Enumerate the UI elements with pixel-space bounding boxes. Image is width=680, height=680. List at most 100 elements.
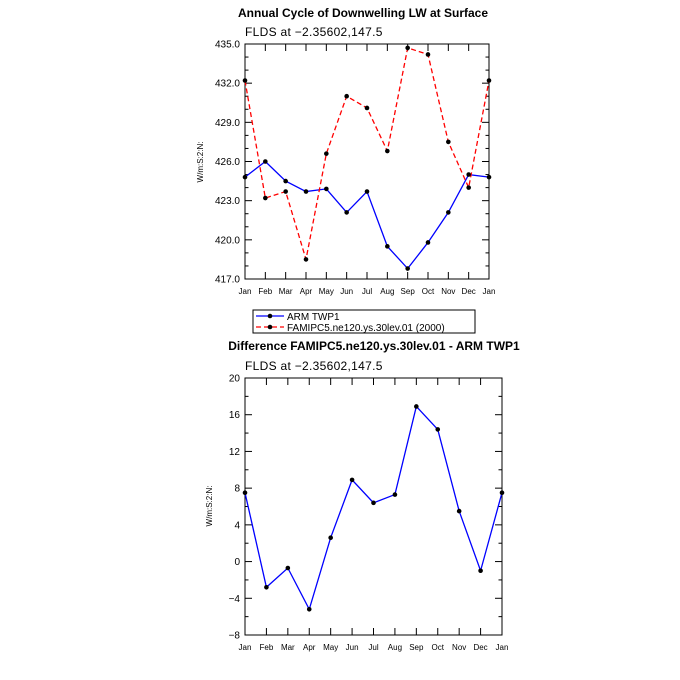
chart-top-series-point-0	[303, 189, 309, 194]
chart-top-ytick-label: 432.0	[215, 79, 240, 90]
chart-bottom-series-point-0	[499, 490, 505, 496]
legend-label-arm: ARM TWP1	[287, 312, 340, 323]
chart-bottom-series-point-0	[285, 565, 291, 571]
chart-bottom-xtick-label: Jul	[368, 643, 378, 652]
chart-top-series-point-1	[242, 78, 248, 83]
chart-top-title: Annual Cycle of Downwelling LW at Surfac…	[238, 6, 488, 20]
chart-bottom-xtick-label: Oct	[432, 643, 445, 652]
chart-top-xtick-label: Jul	[362, 287, 372, 296]
chart-bottom-series-line-0	[244, 405, 503, 612]
chart-top-xtick-label: Aug	[380, 287, 394, 296]
chart-bottom-series-point-0	[264, 584, 269, 590]
chart-bottom-marks	[242, 404, 505, 612]
chart-bottom-series-point-0	[242, 490, 248, 496]
chart-top-ytick-label: 423.0	[215, 196, 240, 207]
chart-top-series-point-1	[446, 139, 451, 145]
chart-top-series-point-1	[324, 151, 329, 156]
chart-top-xtick-label: Nov	[441, 287, 455, 296]
chart-top-xtick-label: Mar	[279, 287, 293, 296]
chart-bottom-ytick-label: 16	[229, 410, 241, 421]
chart-bottom-xtick-label: Apr	[303, 643, 316, 652]
chart-top-series-point-1	[425, 52, 431, 57]
chart-bottom-ytick-label: 12	[229, 447, 241, 458]
chart-top-xtick-label: Jan	[483, 287, 496, 296]
chart-bottom-series-point-0	[392, 492, 398, 497]
chart-top-xtick-label: Dec	[462, 287, 476, 296]
chart-top-series-point-0	[446, 210, 451, 215]
chart-bottom-xtick-label: Jun	[346, 643, 359, 652]
chart-bottom-series-point-0	[435, 427, 441, 432]
legend-marker-famip	[267, 324, 273, 330]
chart-top-series-point-0	[405, 266, 410, 271]
chart-top-ytick-label: 417.0	[215, 275, 240, 286]
chart-top-ytick-label: 435.0	[215, 40, 240, 51]
chart-bottom-ytick-label: −4	[229, 594, 241, 605]
chart-top-series-point-1	[283, 189, 288, 194]
chart-top-series-point-1	[405, 45, 410, 51]
chart-top-xtick-label: Jun	[340, 287, 353, 296]
chart-bottom-xtick-label: Jan	[239, 643, 252, 652]
chart-top-xtick-label: Feb	[258, 287, 272, 296]
chart-top-series-point-1	[263, 195, 268, 201]
chart-bottom-title: Difference FAMIPC5.ne120.ys.30lev.01 - A…	[228, 339, 520, 353]
chart-top-marks	[242, 45, 492, 271]
chart-bottom-axes: Jan Feb Mar Apr May Jun Jul Aug Sep Oct Nov Dec Jan−…	[229, 374, 509, 653]
chart-top-series-point-0	[425, 240, 431, 245]
chart-top-series-point-1	[486, 78, 492, 83]
chart-bottom-subtitle: FLDS at −2.35602,147.5	[245, 359, 383, 373]
chart-bottom-xtick-label: May	[323, 643, 338, 652]
chart-top-frame	[244, 43, 490, 280]
chart-bottom-ytick-label: 20	[229, 374, 241, 385]
chart-top-ylabel: W/m:S:2:N:	[196, 142, 205, 183]
chart-top-subtitle: FLDS at −2.35602,147.5	[245, 25, 383, 39]
chart-top-series-point-0	[364, 189, 370, 194]
chart-bottom-ylabel: W/m:S:2:N:	[205, 486, 214, 527]
chart-top-axes: Jan Feb Mar Apr May Jun Jul Aug Sep Oct Nov Dec Jan4…	[215, 40, 495, 297]
chart-top-series-point-0	[263, 159, 268, 164]
chart-bottom-xtick-label: Dec	[473, 643, 487, 652]
chart-top-xtick-label: Sep	[401, 287, 416, 296]
chart-top-series-point-0	[486, 174, 492, 180]
chart-top-series-point-0	[283, 178, 288, 184]
chart-bottom-series-point-0	[478, 568, 483, 574]
chart-top-series-point-1	[466, 185, 471, 190]
chart-bottom-series-point-0	[371, 500, 376, 506]
chart-top-series-line-0	[244, 160, 490, 270]
chart-top-series-point-1	[364, 105, 370, 111]
chart-top-ytick-label: 429.0	[215, 118, 240, 129]
chart-bottom-ytick-label: −8	[229, 631, 241, 642]
chart-bottom-series-point-0	[328, 535, 333, 541]
chart-top-series-point-1	[303, 257, 309, 262]
chart-bottom-xtick-label: Feb	[260, 643, 274, 652]
chart-bottom: Difference FAMIPC5.ne120.ys.30lev.01 - A…	[205, 339, 520, 652]
chart-bottom-ytick-label: 0	[234, 557, 240, 568]
chart-bottom-xtick-label: Mar	[281, 643, 295, 652]
chart-top-series-point-1	[385, 148, 390, 154]
chart-bottom-series-point-0	[306, 607, 312, 612]
chart-top-series-point-0	[324, 186, 329, 192]
chart-top-ytick-label: 420.0	[215, 235, 240, 246]
chart-bottom-series-point-0	[349, 477, 355, 483]
chart-top-ytick-label: 426.0	[215, 157, 240, 168]
chart-bottom-ytick-label: 4	[234, 520, 240, 531]
chart-bottom-xtick-label: Sep	[409, 643, 424, 652]
chart-top-series-point-0	[466, 172, 471, 177]
chart-top-xtick-label: May	[319, 287, 334, 296]
chart-bottom-xtick-label: Nov	[452, 643, 466, 652]
chart-top-series-point-0	[344, 210, 349, 215]
chart-bottom-series-point-0	[414, 404, 419, 409]
chart-top-series-line-1	[244, 47, 490, 260]
chart-top-legend: ARM TWP1 FAMIPC5.ne120.ys.30lev.01 (2000…	[252, 309, 476, 334]
chart-top: Annual Cycle of Downwelling LW at Surfac…	[196, 6, 495, 296]
chart-bottom-series-point-0	[456, 508, 462, 514]
chart-top-series-point-0	[242, 174, 248, 180]
chart-top-xtick-label: Apr	[300, 287, 313, 296]
legend-marker-arm	[267, 313, 273, 319]
chart-bottom-frame	[244, 377, 503, 636]
chart-bottom-xtick-label: Aug	[388, 643, 402, 652]
chart-top-series-point-1	[344, 93, 349, 99]
legend-box	[252, 309, 476, 334]
chart-top-series-point-0	[385, 244, 390, 249]
chart-top-xtick-label: Oct	[422, 287, 435, 296]
